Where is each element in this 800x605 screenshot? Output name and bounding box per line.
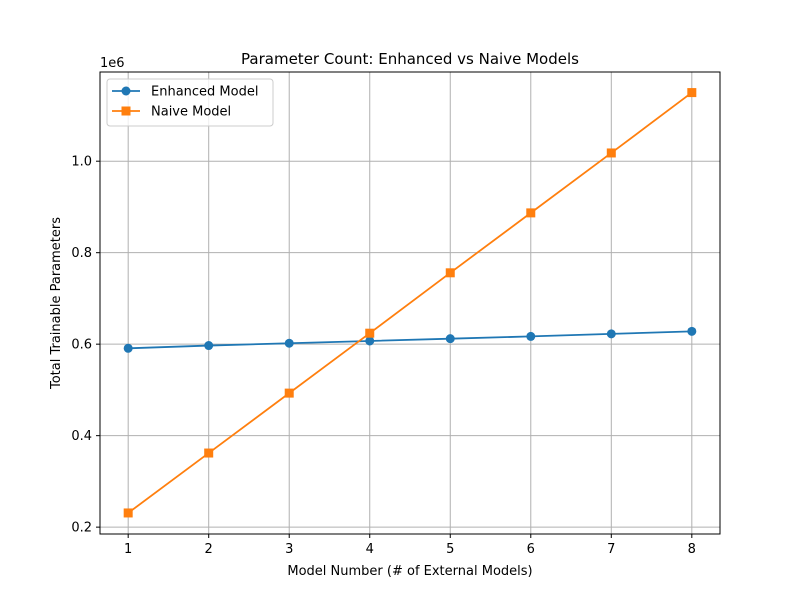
legend-items: Enhanced Model Naive Model — [112, 85, 258, 120]
grid — [100, 72, 720, 534]
legend-item: Naive Model — [112, 105, 231, 120]
data-point — [204, 341, 214, 351]
series-line — [128, 330, 692, 350]
legend-box — [106, 78, 274, 127]
series-group — [123, 88, 697, 518]
data-point — [687, 326, 697, 336]
data-point — [445, 334, 455, 344]
legend-label: Naive Model — [151, 105, 231, 120]
data-point — [606, 148, 616, 158]
x-tick-label: 7 — [607, 542, 615, 557]
legend: Enhanced Model Naive Model — [106, 78, 274, 127]
data-point — [204, 448, 214, 458]
legend-marker — [121, 86, 131, 96]
x-tick-label: 2 — [205, 542, 213, 557]
series-enhanced-model — [123, 326, 697, 353]
axis-ticks: 1 2 3 4 5 6 7 8 0.2 0.4 0.6 0.8 1.0 — [71, 155, 696, 557]
legend-item: Enhanced Model — [112, 85, 258, 100]
y-tick-label: 0.4 — [71, 429, 92, 444]
x-tick-label: 6 — [527, 542, 535, 557]
data-point — [687, 88, 697, 98]
plot-area-frame — [99, 71, 721, 535]
y-tick-label: 0.8 — [71, 246, 92, 261]
y-tick-label: 0.6 — [71, 338, 92, 353]
legend-label: Enhanced Model — [151, 85, 258, 100]
data-point — [445, 268, 455, 278]
data-point — [365, 336, 375, 346]
x-tick-label: 3 — [285, 542, 293, 557]
data-point — [284, 388, 294, 398]
data-point — [526, 331, 536, 341]
x-axis-label: Model Number (# of External Models) — [287, 564, 532, 579]
series-naive-model — [123, 88, 697, 518]
x-tick-label: 8 — [688, 542, 696, 557]
data-point — [284, 338, 294, 348]
x-tick-label: 5 — [446, 542, 454, 557]
data-point — [123, 343, 133, 353]
y-tick-label: 0.2 — [71, 521, 92, 536]
chart-title: Parameter Count: Enhanced vs Naive Model… — [241, 50, 579, 68]
y-axis-label: Total Trainable Parameters — [49, 217, 64, 390]
legend-marker — [121, 106, 131, 116]
x-tick-label: 1 — [124, 542, 132, 557]
data-point — [365, 328, 375, 338]
data-point — [526, 208, 536, 218]
data-point — [123, 508, 133, 518]
y-tick-label: 1.0 — [71, 155, 92, 170]
x-tick-label: 4 — [366, 542, 374, 557]
y-axis-offset-label: 1e6 — [100, 56, 125, 71]
series-line — [127, 91, 693, 514]
data-point — [606, 329, 616, 339]
